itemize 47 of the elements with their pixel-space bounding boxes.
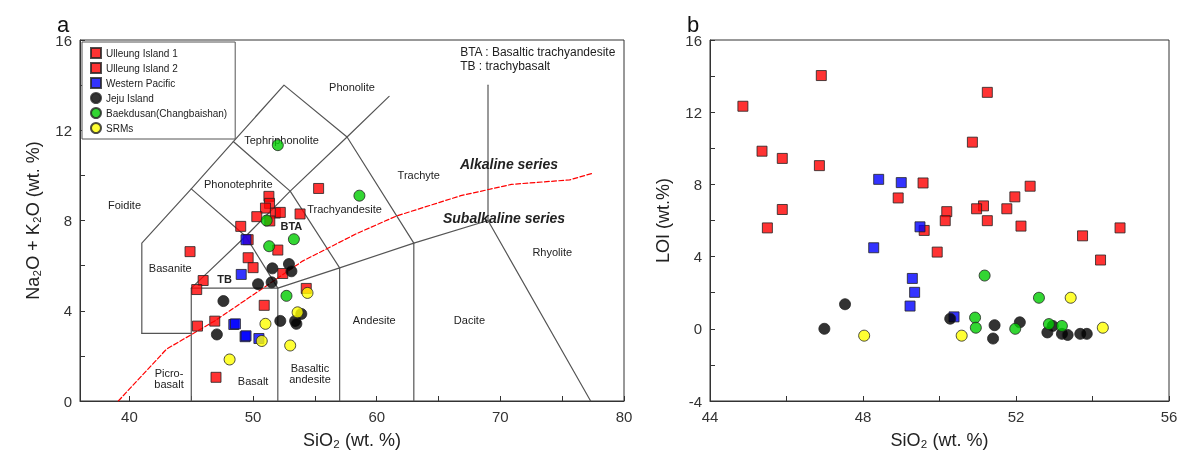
x-axis-title: SiO₂ (wt. %)	[303, 430, 401, 450]
annotation: Subalkaline series	[442, 210, 566, 227]
y-tick-label: 12	[55, 121, 72, 139]
annotation: Rhyolite	[532, 246, 573, 259]
annotation: Tephriphonolite	[244, 134, 319, 147]
annotation: TB : trachybasalt	[460, 59, 551, 73]
annotation: Basanite	[148, 261, 192, 274]
annotation: Dacite	[453, 313, 486, 326]
y-tick-label: 0	[693, 320, 702, 338]
annotation: Trachyte	[397, 169, 440, 182]
annotation: Basalt	[237, 374, 269, 387]
annotation: TB	[217, 273, 233, 286]
x-tick-label: 48	[854, 408, 872, 425]
x-tick-label: 80	[615, 408, 633, 425]
y-tick-label: 12	[685, 103, 702, 121]
y-tick-label: 8	[693, 175, 702, 193]
y-axis-title: LOI (wt.%)	[653, 177, 673, 264]
annotation: Trachyandesite	[307, 203, 382, 216]
legend-label: Ulleung Island 1	[106, 47, 179, 59]
annotation: Alkaline series	[458, 156, 559, 173]
x-tick-label: 40	[121, 408, 138, 425]
legend-label: Ulleung Island 2	[106, 62, 179, 74]
y-tick-label: -4	[688, 392, 702, 410]
x-axis-title: SiO₂ (wt. %)	[890, 430, 989, 450]
annotation: Basaltic andesite	[289, 362, 331, 386]
y-tick-label: 4	[63, 302, 72, 320]
annotation: Phonotephrite	[204, 178, 273, 191]
annotation: BTA : Basaltic trachyandesite	[460, 45, 616, 59]
legend-label: SRMs	[106, 122, 134, 134]
y-tick-label: 8	[63, 212, 72, 229]
y-axis-title: Na₂O + K₂O (wt. %)	[23, 141, 43, 300]
x-tick-label: 50	[244, 408, 262, 425]
annotation: Andesite	[352, 313, 396, 326]
annotation: BTA	[280, 220, 303, 233]
legend-label: Baekdusan(Changbaishan)	[106, 107, 228, 119]
x-tick-label: 70	[492, 408, 509, 425]
x-tick-label: 44	[701, 408, 719, 425]
y-tick-label: 4	[693, 248, 702, 266]
x-tick-label: 56	[1160, 408, 1178, 425]
x-tick-label: 52	[1007, 408, 1025, 425]
legend-label: Jeju Island	[106, 92, 154, 104]
annotation: Phonolite	[329, 81, 375, 94]
annotation: Foidite	[107, 198, 142, 211]
y-tick-label: 0	[63, 392, 72, 410]
x-tick-label: 60	[368, 408, 386, 425]
annotation: Picro- basalt	[154, 366, 184, 390]
legend-label: Western Pacific	[106, 77, 176, 89]
